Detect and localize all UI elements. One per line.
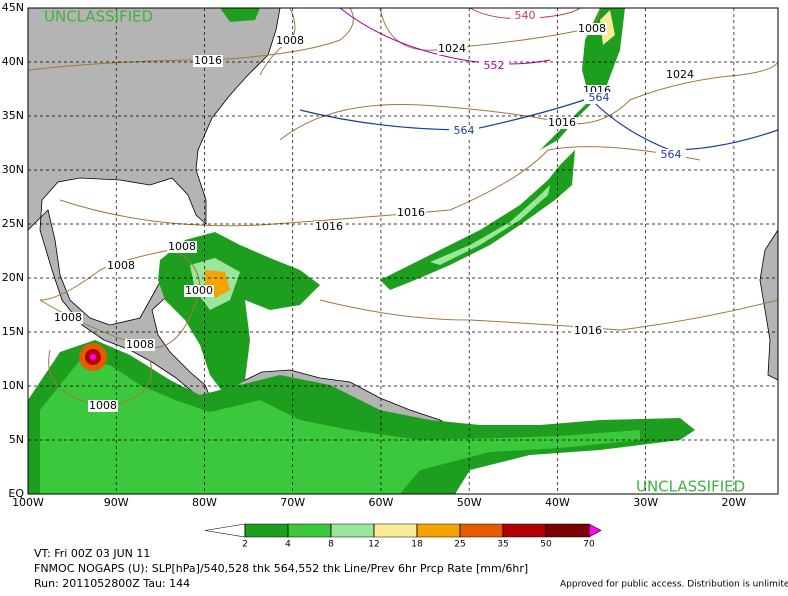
lat-label: 40N <box>2 55 24 68</box>
contour-label-bg <box>53 312 83 324</box>
contour-label: 1008 <box>54 311 82 324</box>
contour-label-bg <box>449 125 479 137</box>
lat-label: 45N <box>2 1 24 14</box>
contour-label-bg <box>437 43 467 55</box>
colorbar-label: 50 <box>540 540 552 550</box>
contour-label-bg <box>125 339 155 351</box>
contour-label: 540 <box>515 9 536 22</box>
contour-label-bg <box>547 117 577 129</box>
contour-label-bg <box>573 325 603 337</box>
colorbar-segment <box>545 523 590 538</box>
lat-label: 25N <box>2 217 24 230</box>
contour-label-bg <box>656 149 686 161</box>
lon-label: 60W <box>369 496 394 509</box>
contour-label-bg <box>665 69 695 81</box>
lat-label: 20N <box>2 271 24 284</box>
precipitation <box>28 8 695 494</box>
lon-label: 100W <box>12 496 44 509</box>
lon-label: 40W <box>545 496 570 509</box>
colorbar-segment <box>502 523 547 538</box>
contour-label: 1008 <box>168 240 196 253</box>
contour-label-bg <box>577 23 607 35</box>
colorbar-label: 25 <box>454 540 465 550</box>
contour-label: 552 <box>484 59 505 72</box>
lon-label: 30W <box>633 496 658 509</box>
contour-label-bg <box>479 60 509 72</box>
contour-label: 564 <box>454 124 475 137</box>
contour-label: 1016 <box>574 324 602 337</box>
lat-label: 15N <box>2 325 24 338</box>
contour-label: 1024 <box>438 42 466 55</box>
lat-label: 30N <box>2 163 24 176</box>
contour-label: 1016 <box>194 54 222 67</box>
colorbar-label: 2 <box>242 540 248 550</box>
africa <box>759 228 779 381</box>
colorbar-label: 8 <box>328 540 334 550</box>
colorbar-label: 12 <box>368 540 379 550</box>
contour-label: 564 <box>661 148 682 161</box>
contour-label-bg <box>193 55 223 67</box>
contour-label: 564 <box>589 91 610 104</box>
colorbar-segment <box>373 523 418 538</box>
map-frame <box>27 7 779 495</box>
disclaimer: Approved for public access. Distribution… <box>560 580 788 590</box>
contour-label-bg <box>184 285 214 297</box>
contour-label: 1008 <box>578 22 606 35</box>
contour-label: 1008 <box>276 34 304 47</box>
contour-label: 1016 <box>397 206 425 219</box>
colorbar-segment <box>330 523 375 538</box>
valid-time: VT: Fri 00Z 03 JUN 11 <box>34 547 150 560</box>
contour-label-bg <box>314 221 344 233</box>
colorbar-segment <box>244 523 289 538</box>
contour-label: 1008 <box>126 338 154 351</box>
lat-label: EQ <box>8 487 24 500</box>
lat-label: 10N <box>2 379 24 392</box>
contour-label-bg <box>275 35 305 47</box>
colorbar-segment <box>416 523 461 538</box>
colorbar-label: 4 <box>285 540 291 550</box>
run: Run: 2011052800Z Tau: 144 <box>34 577 190 590</box>
contour-label-bg <box>167 241 197 253</box>
lon-label: 70W <box>280 496 305 509</box>
colorbar: 2 4 8 12 18 25 35 50 70 <box>204 523 602 550</box>
north-america <box>27 7 281 403</box>
classification-top: UNCLASSIFIED <box>44 8 153 26</box>
contour-label: 1008 <box>89 399 117 412</box>
contour-label: 1000 <box>185 284 213 297</box>
contour-label-bg <box>584 92 614 104</box>
lat-label: 5N <box>9 433 24 446</box>
colorbar-label: 18 <box>411 540 423 550</box>
contour-label-bg <box>106 260 136 272</box>
lon-label: 20W <box>721 496 746 509</box>
contour-label-bg <box>88 400 118 412</box>
lon-label: 80W <box>192 496 217 509</box>
lon-label: 90W <box>104 496 129 509</box>
map-area <box>27 7 779 495</box>
colorbar-segment <box>459 523 504 538</box>
contour-label: 1016 <box>548 116 576 129</box>
lat-label: 35N <box>2 109 24 122</box>
colorbar-segment <box>287 523 332 538</box>
contour-label-bg <box>396 207 426 219</box>
contour-label: 1008 <box>107 259 135 272</box>
classification-bottom: UNCLASSIFIED <box>636 478 745 496</box>
lon-label: 50W <box>457 496 482 509</box>
contour-label-bg <box>510 10 540 22</box>
colorbar-label: 35 <box>497 540 508 550</box>
product: FNMOC NOGAPS (U): SLP[hPa]/540,528 thk 5… <box>34 562 528 575</box>
colorbar-label: 70 <box>583 540 595 550</box>
contour-label: 1016 <box>315 220 343 233</box>
contour-label: 1024 <box>666 68 694 81</box>
